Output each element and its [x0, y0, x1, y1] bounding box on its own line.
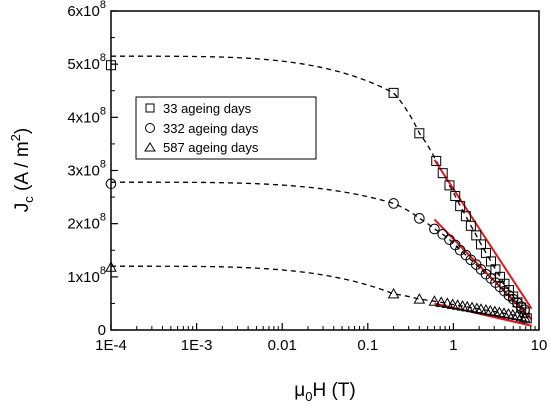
y-axis-title-sub: c	[21, 196, 36, 203]
data-point-square	[414, 128, 425, 139]
y-tick-label: 3x108	[67, 159, 106, 180]
data-point-square	[437, 168, 448, 179]
data-point-square	[444, 180, 455, 191]
data-point-triangle	[428, 295, 441, 306]
legend-label-332-days: 332 ageing days	[163, 121, 259, 136]
data-point-circle	[444, 234, 455, 245]
data-point-triangle	[515, 310, 528, 322]
data-point-triangle	[435, 296, 448, 307]
data-point-circle	[414, 213, 425, 224]
legend-triangle-marker	[144, 142, 156, 152]
data-markers	[105, 60, 532, 324]
x-tick-label: 0.01	[268, 337, 297, 354]
y-tick-label: 1x108	[67, 265, 106, 286]
data-point-square	[450, 191, 461, 202]
x-axis-title-rest: H (T)	[312, 380, 355, 401]
legend: 33 ageing days 332 ageing days 587 agein…	[135, 96, 317, 160]
plot-frame	[110, 10, 540, 331]
y-tick-label: 6x108	[67, 0, 106, 20]
data-point-triangle	[441, 297, 454, 308]
x-axis-title-prefix: μ	[294, 380, 305, 401]
guide-curves	[111, 55, 528, 319]
x-axis-title: μ0H (T)	[294, 380, 355, 404]
legend-square-marker	[145, 103, 155, 113]
x-tick-label: 10	[531, 337, 548, 354]
y-axis-title-prefix: J	[12, 203, 33, 213]
guide-curve	[111, 265, 525, 319]
y-axis-title-sup: 2	[8, 134, 23, 141]
data-point-square	[455, 201, 466, 212]
y-axis-title-rest: (A / m	[12, 141, 33, 196]
data-point-circle	[429, 223, 440, 235]
y-tick-label: 0	[98, 322, 106, 339]
guide-curve	[111, 181, 526, 311]
legend-box	[135, 96, 317, 160]
data-point-square	[388, 87, 399, 98]
x-tick-label: 1E-4	[95, 337, 127, 354]
data-point-circle	[437, 229, 449, 240]
data-point-circle	[388, 198, 399, 209]
data-point-triangle	[518, 311, 531, 323]
y-tick-label: 2x108	[67, 212, 106, 233]
legend-circle-marker	[145, 123, 155, 133]
y-tick-label: 4x108	[67, 105, 106, 126]
x-tick-label: 0.1	[357, 337, 378, 354]
data-point-circle	[519, 304, 530, 316]
fit-line	[433, 159, 533, 310]
x-tick-label: 1E-3	[181, 337, 213, 354]
x-axis-title-sub: 0	[305, 389, 312, 404]
y-tick-label: 5x108	[67, 52, 106, 73]
fit-line	[433, 218, 533, 321]
data-point-square	[480, 247, 491, 258]
y-axis-title: Jc (A / m2)	[8, 128, 36, 212]
data-point-square	[460, 211, 471, 222]
data-point-triangle	[413, 293, 426, 304]
data-point-circle	[512, 297, 523, 309]
data-point-square	[431, 155, 442, 166]
data-point-triangle	[387, 287, 400, 299]
x-tick-label: 1	[449, 337, 457, 354]
data-point-square	[465, 220, 476, 231]
guide-curve	[111, 55, 528, 319]
x-axis-ticks: 1E-4 1E-3 0.01 0.1 1 10	[95, 323, 547, 354]
y-axis-ticks: 0 1x108 2x108 3x108 4x108 5x108 6x108	[67, 0, 118, 339]
legend-label-587-days: 587 ageing days	[163, 140, 259, 155]
legend-label-33-days: 33 ageing days	[163, 101, 252, 116]
y-axis-title-end: )	[12, 128, 33, 134]
